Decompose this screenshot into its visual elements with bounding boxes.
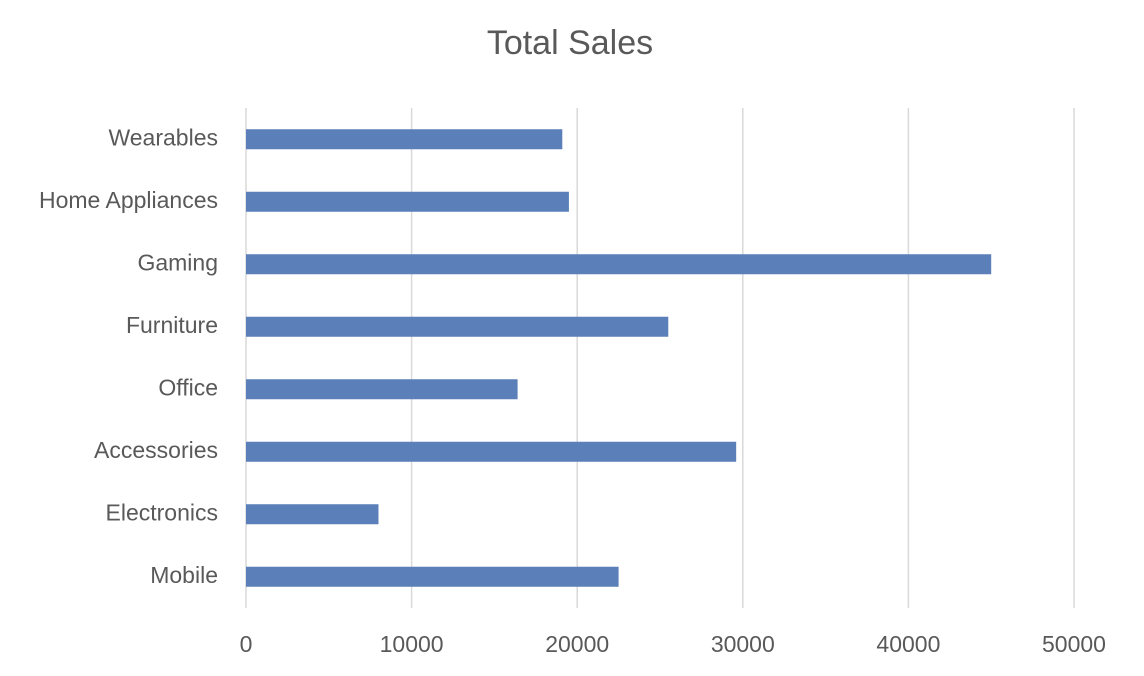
y-tick-label: Home Appliances xyxy=(39,187,218,213)
x-tick-label: 40000 xyxy=(876,631,940,657)
x-tick-label: 50000 xyxy=(1042,631,1106,657)
y-tick-label: Wearables xyxy=(108,124,218,150)
x-tick-label: 30000 xyxy=(711,631,775,657)
bar xyxy=(246,504,379,525)
y-tick-label: Electronics xyxy=(106,499,218,525)
bar xyxy=(246,129,563,150)
bar xyxy=(246,441,737,462)
y-tick-label: Furniture xyxy=(126,312,218,338)
bar xyxy=(246,316,669,337)
y-tick-label: Office xyxy=(158,374,218,400)
bar xyxy=(246,191,569,212)
y-tick-label: Mobile xyxy=(150,562,218,588)
bar xyxy=(246,254,992,275)
y-tick-label: Gaming xyxy=(137,249,218,275)
x-tick-label: 10000 xyxy=(380,631,444,657)
bar xyxy=(246,566,619,587)
x-tick-label: 20000 xyxy=(545,631,609,657)
x-tick-label: 0 xyxy=(240,631,253,657)
bar xyxy=(246,379,518,400)
y-tick-label: Accessories xyxy=(94,437,218,463)
chart-title: Total Sales xyxy=(487,24,653,62)
